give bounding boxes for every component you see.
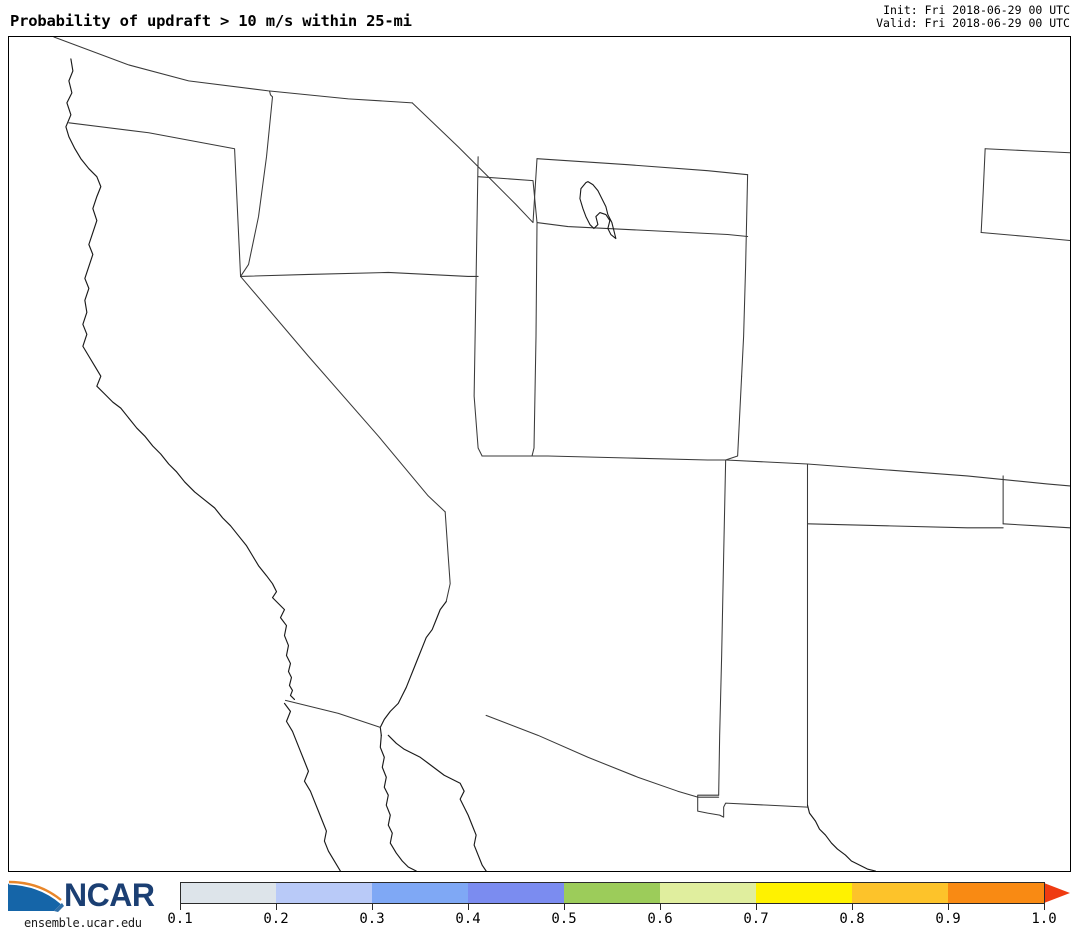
great-salt-lake-path [580, 182, 616, 239]
colorbar-band-0.6-0.7 [660, 883, 757, 903]
ncar-logo-mark-icon [8, 880, 64, 912]
colorbar-tick-label-0.3: 0.3 [359, 911, 385, 927]
colorbar-swatches [180, 882, 1070, 904]
colorbar-band-0.4-0.5 [468, 883, 565, 903]
map-geography [9, 37, 1070, 871]
valid-time-label: Valid: Fri 2018-06-29 00 UTC [876, 16, 1070, 30]
ncar-wordmark: NCAR [64, 877, 155, 913]
idaho-montana-border-path [412, 103, 537, 223]
utah-north-border-path [478, 177, 537, 223]
colorbar-tick-0.8 [852, 904, 853, 910]
california-nevada-border-path [241, 276, 446, 511]
oregon-idaho-border-path [241, 97, 273, 277]
colorbar-band-0.5-0.6 [564, 883, 661, 903]
colorbar-band-0.3-0.4 [372, 883, 469, 903]
wyoming-north-border-path [537, 159, 748, 175]
newmexico-south-border-path [698, 795, 808, 817]
plot-header: Probability of updraft > 10 m/s within 2… [0, 0, 1080, 36]
colorbar-tick-0.1 [180, 904, 181, 910]
colorado-newmexico-border-path [726, 460, 1070, 486]
colorbar-tick-0.9 [948, 904, 949, 910]
colorbar-tick-label-1.0: 1.0 [1031, 911, 1057, 927]
init-time-label: Init: Fri 2018-06-29 00 UTC [883, 3, 1070, 17]
colorbar-band-0.8-0.9 [852, 883, 949, 903]
colorbar-tick-axis: 0.1 0.2 0.3 0.4 0.5 0.6 0.7 0.8 0.9 1.0 [167, 904, 1070, 932]
wyoming-colorado-border-path [537, 223, 748, 237]
colorbar-band-0.9-1 [948, 883, 1045, 903]
mexico-mainland-coast-path [388, 735, 486, 871]
colorbar-tick-0.4 [468, 904, 469, 910]
nebraska-kansas-border-path [981, 233, 1070, 241]
idaho-southern-border-path [241, 272, 479, 276]
utah-colorado-border-path [532, 223, 537, 456]
southdakota-north-border-path [985, 149, 1070, 153]
plot-footer: NCAR ensemble.ucar.edu 0.1 0.2 0.3 0.4 0.5 0.… [0, 872, 1080, 936]
colorbar-tick-0.5 [564, 904, 565, 910]
nevada-south-border-path [445, 512, 450, 602]
colorbar-outline [180, 882, 1045, 904]
ncar-logo[interactable]: NCAR ensemble.ucar.edu [6, 876, 172, 932]
baja-east-coast-path [380, 735, 416, 871]
colorado-east-border-path [726, 376, 742, 460]
colorbar-tick-0.3 [372, 904, 373, 910]
arizona-newmexico-border-path [719, 460, 726, 795]
colorbar-tick-label-0.2: 0.2 [263, 911, 289, 927]
colorbar-tick-0.2 [276, 904, 277, 910]
probability-colorbar[interactable]: 0.1 0.2 0.3 0.4 0.5 0.6 0.7 0.8 0.9 1.0 [167, 882, 1070, 932]
colorbar-band-0.2-0.3 [276, 883, 373, 903]
oregon-washington-border-path [270, 91, 273, 97]
baja-west-coast-path [284, 703, 340, 871]
oregon-california-border-path [69, 123, 241, 277]
colorbar-tick-label-0.1: 0.1 [167, 911, 193, 927]
nebraska-southdakota-border-path [981, 149, 985, 233]
map-panel[interactable] [8, 36, 1071, 872]
colorbar-tick-0.6 [660, 904, 661, 910]
pacific-coastline-path [66, 59, 295, 699]
colorbar-tick-label-0.7: 0.7 [743, 911, 769, 927]
colorbar-tick-label-0.4: 0.4 [455, 911, 481, 927]
california-mexico-border-path [285, 700, 380, 727]
colorado-river-border-path [380, 602, 446, 736]
utah-arizona-border-path [482, 456, 726, 460]
colorbar-band-0.1-0.2 [180, 883, 277, 903]
northern-border-path [54, 37, 412, 103]
colorbar-tick-label-0.5: 0.5 [551, 911, 577, 927]
colorbar-tick-label-0.8: 0.8 [839, 911, 865, 927]
forecast-timestamps: Init: Fri 2018-06-29 00 UTC Valid: Fri 2… [876, 4, 1070, 30]
colorbar-tick-1.0 [1044, 904, 1045, 910]
rio-grande-border-path [807, 805, 875, 871]
page-title: Probability of updraft > 10 m/s within 2… [10, 12, 412, 30]
colorbar-tick-label-0.9: 0.9 [935, 911, 961, 927]
texas-panhandle-border-path [807, 524, 1003, 528]
ncar-url-label: ensemble.ucar.edu [24, 916, 142, 930]
kansas-oklahoma-border-path [1003, 524, 1070, 528]
colorbar-extend-max-arrow [1044, 883, 1070, 903]
colorbar-tick-0.7 [756, 904, 757, 910]
colorbar-tick-label-0.6: 0.6 [647, 911, 673, 927]
nevada-utah-border-path [474, 157, 482, 456]
arizona-mexico-border-path [486, 715, 719, 797]
colorbar-band-0.7-0.8 [756, 883, 853, 903]
wyoming-east-border-path [742, 175, 748, 377]
